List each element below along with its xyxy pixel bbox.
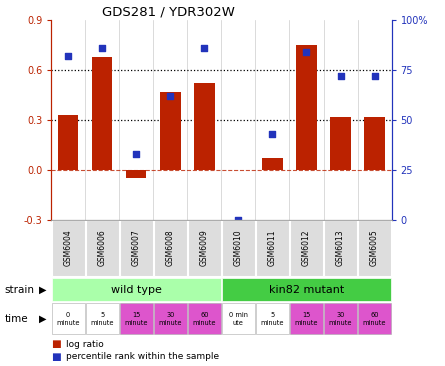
- Bar: [194, 83, 214, 170]
- Text: GSM6010: GSM6010: [234, 229, 243, 266]
- Bar: [92, 57, 113, 170]
- Point: [99, 45, 106, 51]
- Text: GSM6012: GSM6012: [302, 230, 311, 266]
- Point: [133, 151, 140, 157]
- Bar: [160, 92, 181, 170]
- FancyBboxPatch shape: [358, 303, 391, 334]
- Text: 5
minute: 5 minute: [90, 312, 114, 325]
- Point: [201, 45, 208, 51]
- FancyBboxPatch shape: [52, 220, 85, 276]
- FancyBboxPatch shape: [290, 303, 323, 334]
- Text: 0 min
ute: 0 min ute: [229, 312, 248, 325]
- Text: kin82 mutant: kin82 mutant: [269, 284, 344, 295]
- Bar: [126, 170, 146, 178]
- Text: 15
minute: 15 minute: [295, 312, 318, 325]
- Bar: [364, 116, 385, 170]
- FancyBboxPatch shape: [324, 303, 357, 334]
- FancyBboxPatch shape: [85, 303, 119, 334]
- Text: GSM6004: GSM6004: [64, 229, 73, 266]
- FancyBboxPatch shape: [222, 303, 255, 334]
- FancyBboxPatch shape: [358, 220, 391, 276]
- FancyBboxPatch shape: [188, 303, 221, 334]
- FancyBboxPatch shape: [154, 303, 187, 334]
- Text: GSM6011: GSM6011: [268, 230, 277, 266]
- Text: 60
minute: 60 minute: [193, 312, 216, 325]
- Text: ■: ■: [51, 339, 61, 349]
- FancyBboxPatch shape: [52, 277, 221, 302]
- Bar: [58, 115, 78, 170]
- Bar: [296, 45, 317, 170]
- Point: [337, 73, 344, 79]
- Text: ▶: ▶: [39, 284, 46, 295]
- Text: GSM6008: GSM6008: [166, 229, 175, 266]
- Point: [303, 49, 310, 55]
- Text: 5
minute: 5 minute: [261, 312, 284, 325]
- FancyBboxPatch shape: [52, 303, 85, 334]
- FancyBboxPatch shape: [120, 220, 153, 276]
- Bar: [330, 116, 351, 170]
- Point: [269, 131, 276, 137]
- FancyBboxPatch shape: [154, 220, 187, 276]
- Text: GSM6006: GSM6006: [98, 229, 107, 266]
- Point: [371, 73, 378, 79]
- FancyBboxPatch shape: [256, 220, 289, 276]
- Text: GDS281 / YDR302W: GDS281 / YDR302W: [102, 6, 235, 19]
- FancyBboxPatch shape: [222, 277, 391, 302]
- Text: wild type: wild type: [111, 284, 162, 295]
- FancyBboxPatch shape: [188, 220, 221, 276]
- Point: [65, 53, 72, 59]
- Text: GSM6005: GSM6005: [370, 229, 379, 266]
- Text: 15
minute: 15 minute: [125, 312, 148, 325]
- Text: 60
minute: 60 minute: [363, 312, 386, 325]
- FancyBboxPatch shape: [85, 220, 119, 276]
- Point: [235, 217, 242, 223]
- Text: strain: strain: [4, 284, 34, 295]
- Text: GSM6009: GSM6009: [200, 229, 209, 266]
- FancyBboxPatch shape: [324, 220, 357, 276]
- Text: GSM6013: GSM6013: [336, 229, 345, 266]
- FancyBboxPatch shape: [120, 303, 153, 334]
- Text: log ratio: log ratio: [66, 340, 104, 348]
- Text: time: time: [4, 314, 28, 324]
- Bar: [262, 158, 283, 170]
- Point: [167, 93, 174, 99]
- Text: GSM6007: GSM6007: [132, 229, 141, 266]
- FancyBboxPatch shape: [290, 220, 323, 276]
- Text: 30
minute: 30 minute: [158, 312, 182, 325]
- FancyBboxPatch shape: [256, 303, 289, 334]
- FancyBboxPatch shape: [222, 220, 255, 276]
- Text: percentile rank within the sample: percentile rank within the sample: [66, 352, 219, 361]
- Text: 30
minute: 30 minute: [329, 312, 352, 325]
- Text: ■: ■: [51, 352, 61, 362]
- Text: 0
minute: 0 minute: [57, 312, 80, 325]
- Text: ▶: ▶: [39, 314, 46, 324]
